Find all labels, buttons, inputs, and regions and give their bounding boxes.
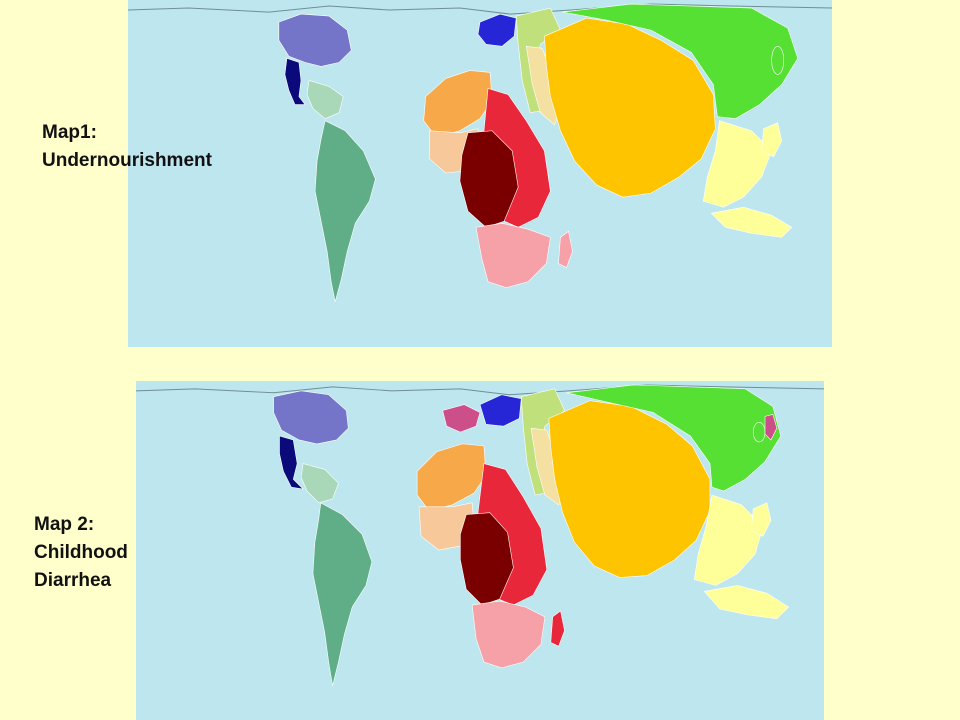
region-south-america-north: [306, 80, 344, 120]
region-europe: [477, 13, 517, 47]
region-north-africa: [423, 70, 493, 138]
region-south-asia: [544, 17, 716, 198]
world-cartogram: [128, 3, 832, 302]
region-central-america: [284, 57, 306, 105]
region-indonesia: [703, 585, 790, 620]
arctic-coastline: [136, 384, 824, 396]
map1-label-line-2: Undernourishment: [42, 150, 212, 171]
region-north-africa: [416, 443, 487, 512]
region-north-america: [273, 390, 349, 445]
region-east-asia: [562, 3, 799, 119]
region-central-america: [279, 435, 304, 490]
cartogram-map-undernourishment: [128, 0, 832, 347]
region-southeast-asia: [693, 494, 764, 586]
cartogram-map-childhood-diarrhea: [136, 381, 824, 720]
region-south-america: [312, 502, 373, 686]
region-japan: [771, 45, 785, 75]
region-south-america: [314, 120, 376, 302]
map2-label-line-2: Childhood: [34, 542, 128, 563]
region-western-europe: [442, 404, 481, 433]
region-south-asia: [548, 400, 711, 578]
region-philippines: [761, 122, 783, 158]
arctic-coastline: [128, 3, 832, 15]
map2-label-line-1: Map 2:: [34, 514, 95, 535]
region-japan: [752, 421, 766, 443]
region-south-america-north: [300, 463, 339, 504]
region-madagascar: [558, 230, 573, 268]
region-southern-africa: [475, 222, 551, 288]
region-europe: [479, 394, 522, 427]
map2-label-line-3: Diarrhea: [34, 570, 112, 591]
region-southeast-asia: [702, 120, 773, 208]
world-cartogram: [136, 384, 824, 686]
region-north-america: [278, 13, 352, 67]
map1-label: Map1: Undernourishment: [42, 119, 212, 175]
region-east-asia: [566, 384, 782, 492]
region-southern-africa: [471, 600, 546, 669]
region-madagascar: [550, 610, 565, 647]
region-korea: [764, 414, 778, 441]
region-philippines: [750, 502, 772, 537]
region-indonesia: [710, 206, 793, 238]
map2-label: Map 2: Childhood Diarrhea: [34, 511, 128, 595]
map1-label-line-1: Map1:: [42, 122, 97, 143]
